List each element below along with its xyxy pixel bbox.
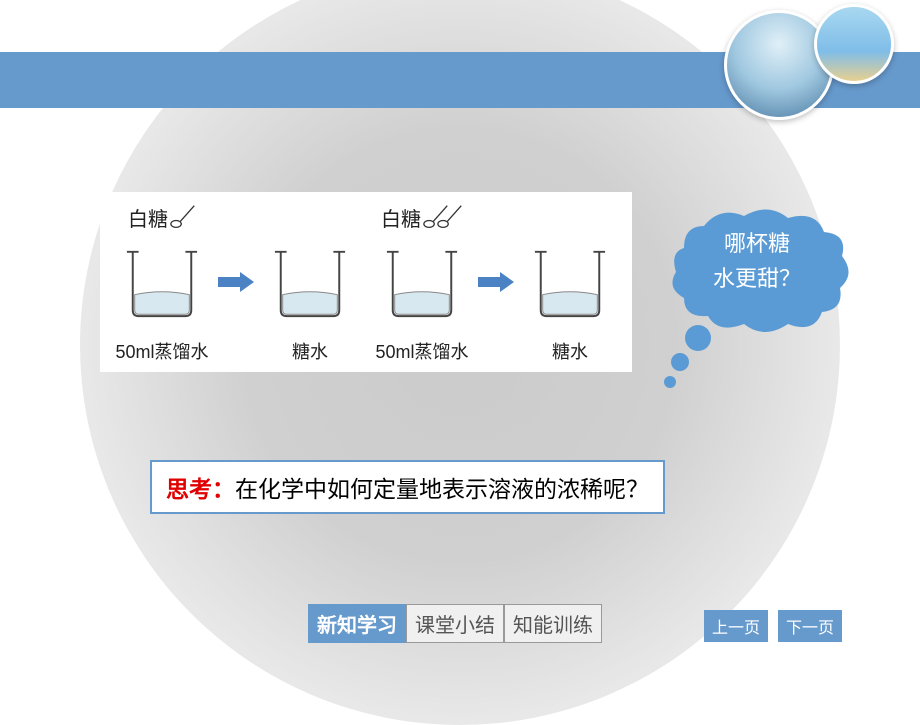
question-box: 思考：在化学中如何定量地表示溶液的浓稀呢？ [150,460,665,514]
nav-buttons: 上一页 下一页 [704,610,842,642]
bubble-text: 哪杯糖 水更甜？ [692,226,822,296]
spoon-icon [437,204,463,230]
beaker-icon [123,244,201,322]
experiment-item-1: 白糖 50ml蒸馏水 [106,200,218,364]
decorative-circles [724,10,894,120]
experiment-item-4: 糖水 [514,200,626,364]
decorative-circle-beach [814,4,894,84]
sugar-label-2: 白糖 [381,203,421,232]
beaker-icon [271,244,349,322]
thought-bubble: 哪杯糖 水更甜？ [664,196,874,411]
beaker-label-2: 糖水 [292,338,328,364]
question-text: 在化学中如何定量地表示溶液的浓稀呢？ [235,476,649,502]
spoon-icon [170,204,196,230]
bubble-line2: 水更甜？ [713,266,801,291]
tab-summary[interactable]: 课堂小结 [406,604,504,643]
question-label: 思考： [166,476,235,502]
prev-page-button[interactable]: 上一页 [704,610,768,642]
arrow-icon [478,272,514,292]
tab-practice[interactable]: 知能训练 [504,604,602,643]
tab-bar: 新知学习 课堂小结 知能训练 [308,604,602,643]
experiment-row: 白糖 50ml蒸馏水 糖水 白 [106,200,626,364]
experiment-item-2: 糖水 [254,200,366,364]
next-page-button[interactable]: 下一页 [778,610,842,642]
sugar-label-1: 白糖 [128,203,168,232]
beaker-label-1: 50ml蒸馏水 [115,338,208,364]
beaker-label-3: 50ml蒸馏水 [375,338,468,364]
experiment-diagram: 白糖 50ml蒸馏水 糖水 白 [100,192,632,372]
beaker-icon [531,244,609,322]
beaker-icon [383,244,461,322]
bubble-line1: 哪杯糖 [724,231,790,256]
beaker-label-4: 糖水 [552,338,588,364]
tab-new-learning[interactable]: 新知学习 [308,604,406,643]
arrow-icon [218,272,254,292]
experiment-item-3: 白糖 50ml蒸馏水 [366,200,478,364]
